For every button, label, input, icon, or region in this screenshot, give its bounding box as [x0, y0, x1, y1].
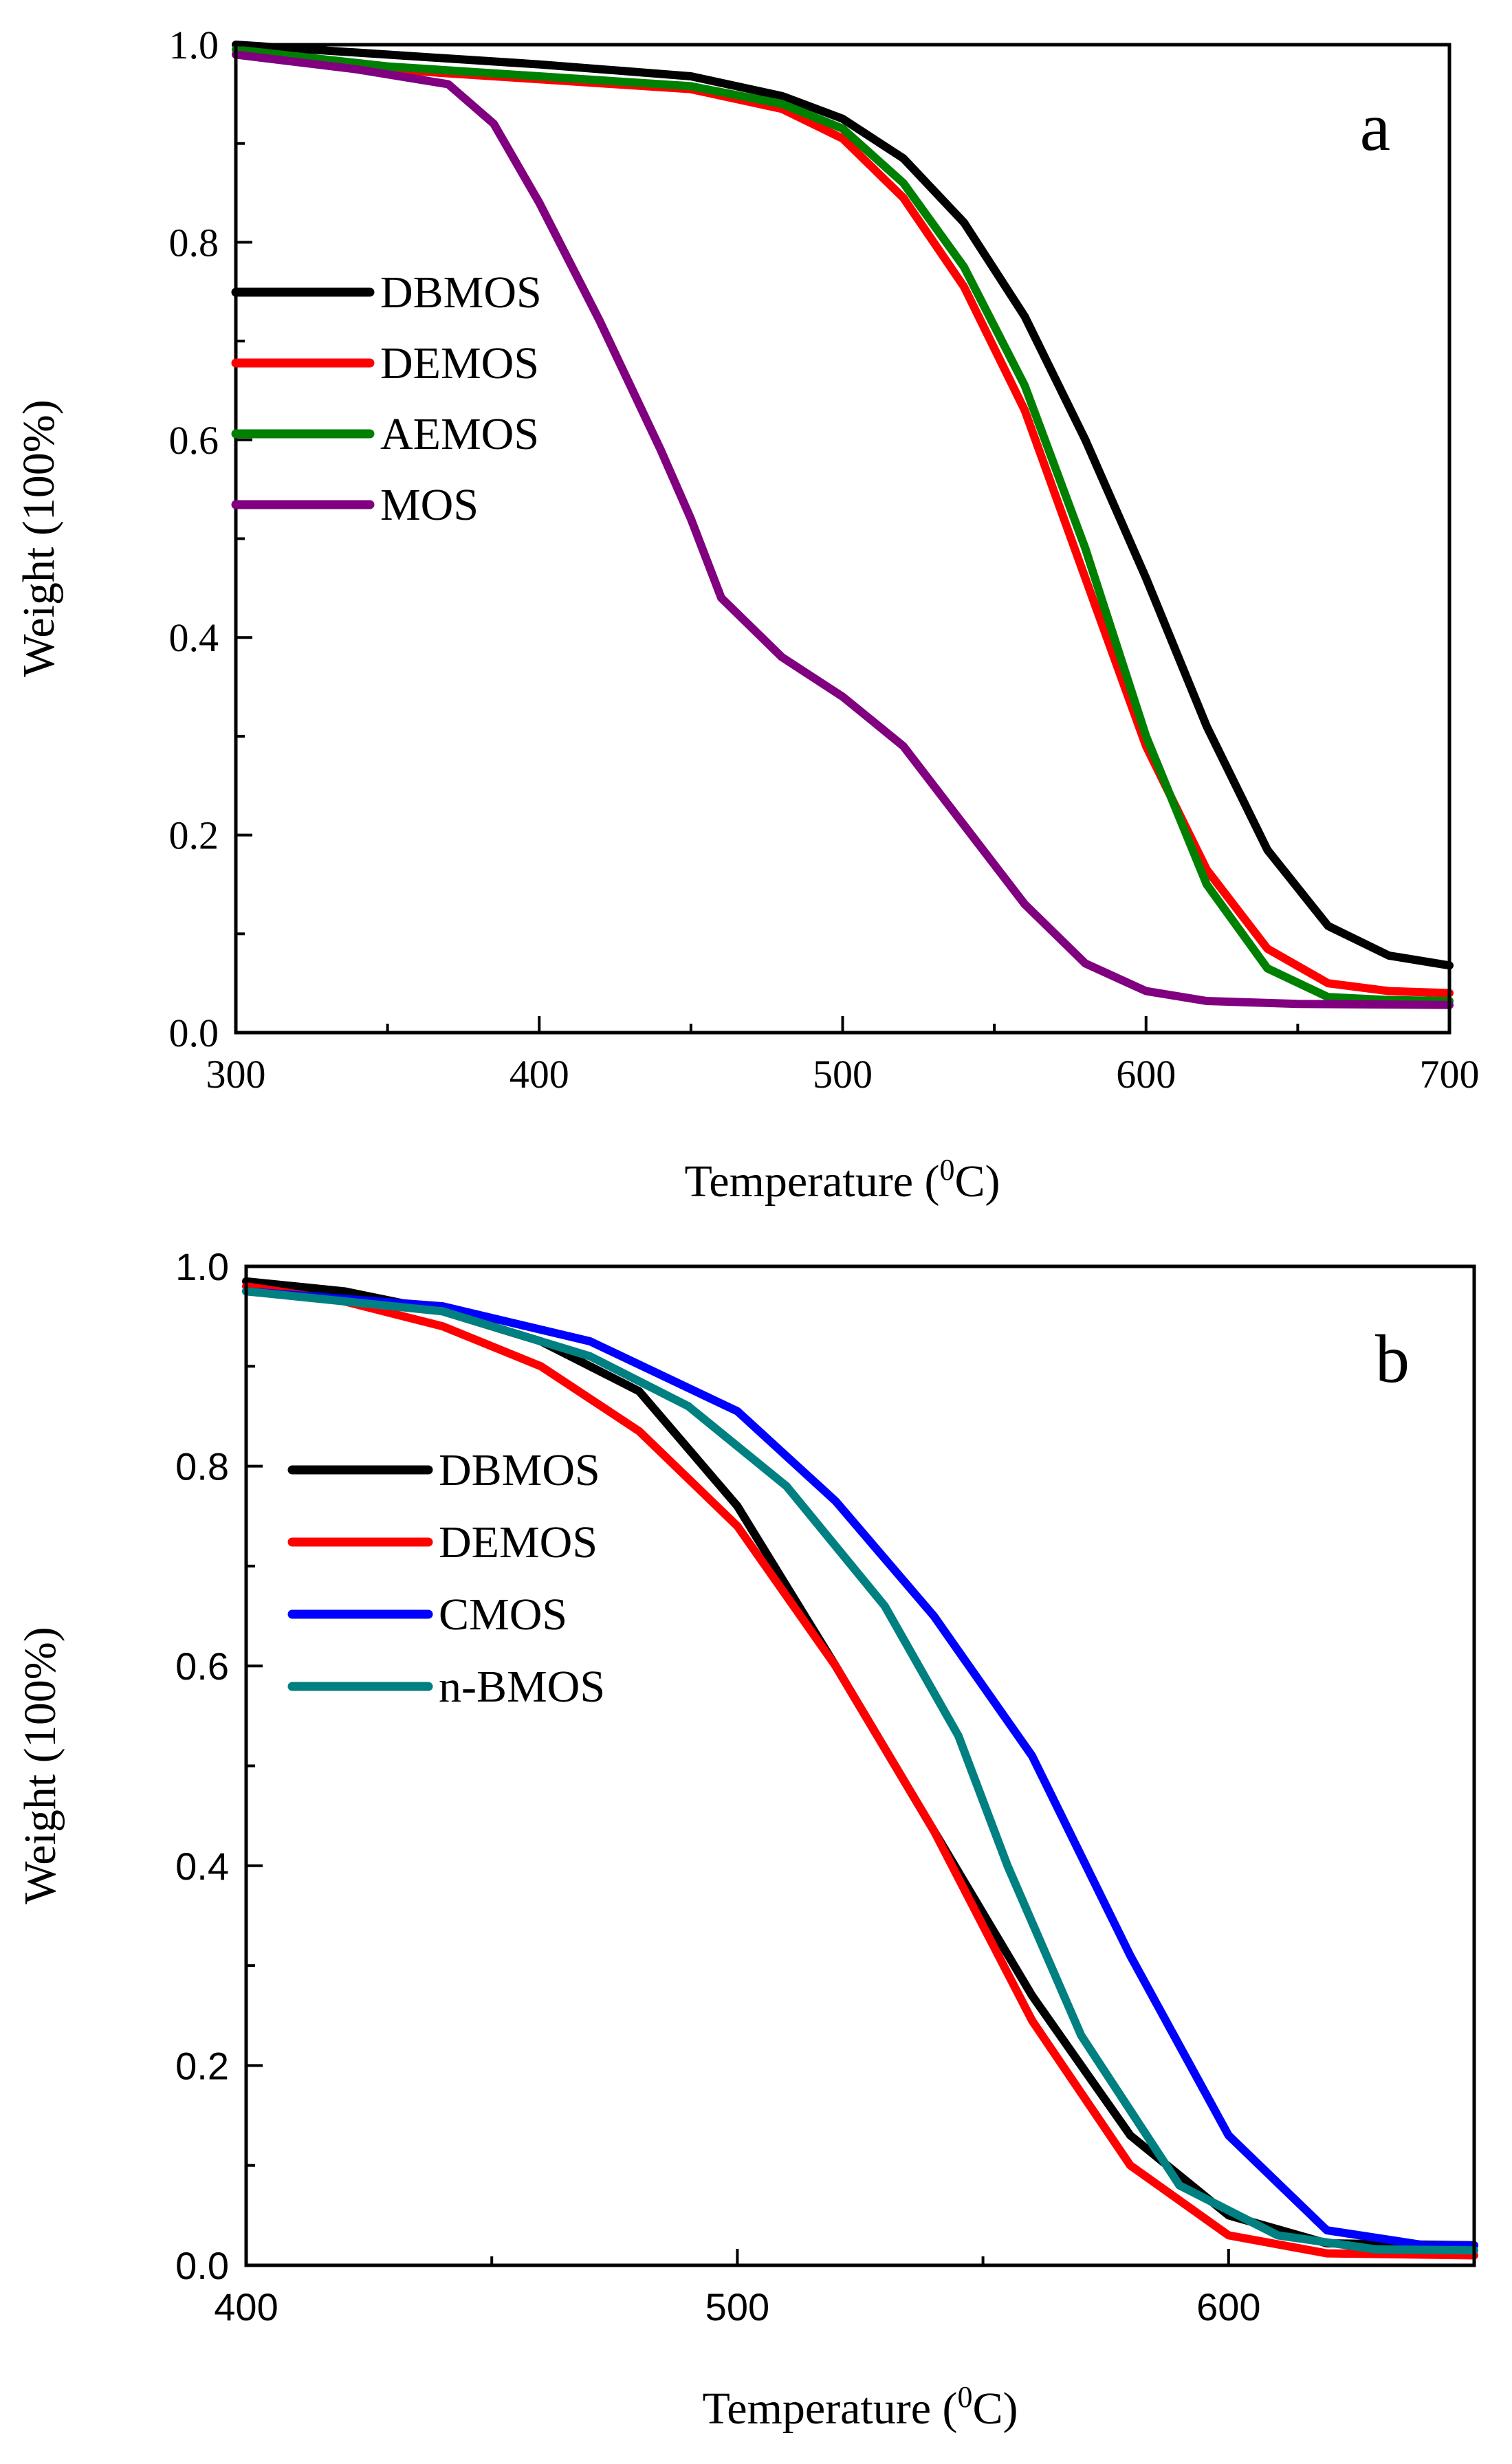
panel-b-series-dbmos: [242, 1277, 1478, 2250]
panel-a-y-tick-label: 0.6: [169, 418, 219, 463]
panel-b-x-tick-label: 600: [1196, 2285, 1260, 2329]
panel-b-x-axis-title: Temperature (0C): [703, 2380, 1018, 2434]
panel-b-legend-label-n-bmos: n-BMOS: [439, 1662, 605, 1712]
panel-b-x-tick-label: 500: [705, 2285, 769, 2329]
panel-b-series-demos: [242, 1282, 1478, 2260]
panel-a-plot-frame: [234, 43, 1451, 1035]
panel-b-y-tick-label: 0.8: [175, 1445, 229, 1488]
panel-a-y-tick-label: 0.2: [169, 813, 219, 858]
panel-a-series-dbmos: [232, 41, 1454, 970]
panel-a-series-mos: [232, 50, 1454, 1009]
panel-b-chart: 400 500 600 0.0 0.2 0.4 0.6 0.8 1.0 DBMOS DEMOS CM…: [15, 1245, 1478, 2434]
panel-b-legend-label-cmos: CMOS: [439, 1590, 567, 1640]
panel-b-y-tick-label: 0.0: [175, 2244, 229, 2287]
panel-b-y-tick-label: 0.6: [175, 1644, 229, 1688]
panel-b-y-tick-label: 1.0: [175, 1245, 229, 1288]
panel-b-legend-label-dbmos: DBMOS: [439, 1445, 600, 1495]
panel-b-plot-frame: [244, 1264, 1476, 2267]
panel-b-y-axis-title: Weight (100%): [15, 1627, 65, 1904]
panel-a-x-tick-label: 300: [206, 1052, 266, 1097]
panel-b-legend-label-demos: DEMOS: [439, 1517, 598, 1568]
panel-a-y-tick-label: 0.8: [169, 220, 219, 265]
panel-a-series-aemos: [232, 45, 1454, 1005]
panel-a-label: a: [1360, 89, 1390, 165]
panel-b-x-tick-label: 400: [214, 2285, 278, 2329]
panel-b-x-axis-title-superscript: 0: [958, 2380, 973, 2414]
panel-a-legend-label-dbmos: DBMOS: [380, 267, 542, 318]
panel-a-legend-label-mos: MOS: [380, 480, 479, 530]
panel-a-x-axis-title-end: C): [955, 1156, 1000, 1207]
panel-b-label: b: [1375, 1321, 1410, 1397]
panel-a-ticks: 300 400 500 600 700 0.0 0.2 0.4 0.6 0.8 1.0: [169, 23, 1480, 1097]
panel-a-y-axis-title: Weight (100%): [14, 399, 64, 676]
panel-a-x-axis-title-superscript: 0: [940, 1153, 955, 1187]
panel-a-y-tick-label: 1.0: [169, 23, 219, 67]
panel-a-x-tick-label: 500: [813, 1052, 873, 1097]
panel-a-legend-label-demos: DEMOS: [380, 338, 539, 388]
panel-b-y-tick-label: 0.2: [175, 2044, 229, 2087]
panel-b-legend: DBMOS DEMOS CMOS n-BMOS: [287, 1445, 605, 1712]
panel-a-x-tick-label: 700: [1420, 1052, 1480, 1097]
panel-a-legend: DBMOS DEMOS AEMOS MOS: [231, 267, 542, 530]
panel-a-y-tick-label: 0.4: [169, 615, 219, 660]
panel-a-x-tick-label: 400: [510, 1052, 569, 1097]
panel-a-x-axis-title-main: Temperature (: [685, 1156, 940, 1207]
panel-a-x-tick-label: 600: [1116, 1052, 1176, 1097]
panel-b-y-tick-label: 0.4: [175, 1845, 229, 1888]
panel-b-series-n-bmos: [242, 1287, 1478, 2255]
panel-b-series-cmos: [242, 1287, 1478, 2250]
panel-a-x-axis-title: Temperature (0C): [685, 1153, 1000, 1207]
panel-b-x-axis-title-end: C): [973, 2384, 1018, 2434]
panel-b-x-axis-title-main: Temperature (: [703, 2384, 958, 2434]
panel-a-curves: [232, 41, 1454, 1009]
panel-b-ticks: 400 500 600 0.0 0.2 0.4 0.6 0.8 1.0: [175, 1245, 1260, 2329]
panel-a-y-tick-label: 0.0: [169, 1011, 219, 1055]
panel-b-curves: [242, 1277, 1478, 2260]
panel-a-legend-label-aemos: AEMOS: [380, 409, 539, 459]
